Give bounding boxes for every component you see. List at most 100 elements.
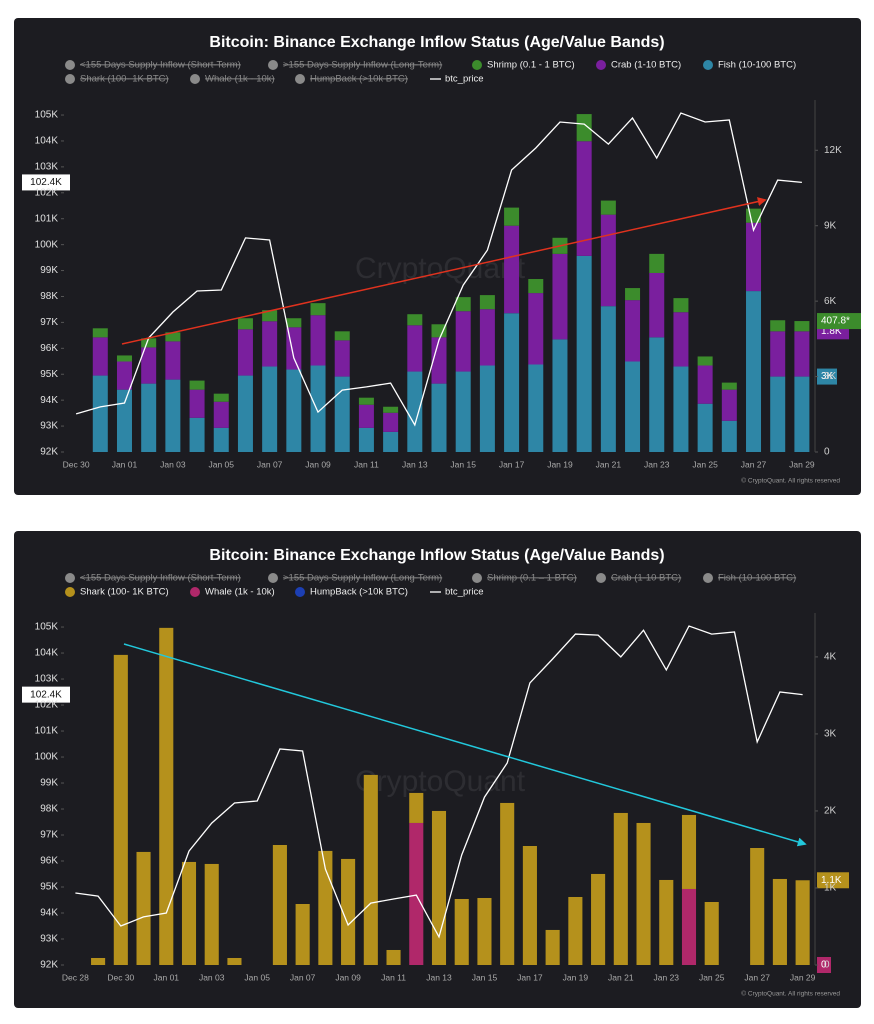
bar-segment xyxy=(358,427,374,452)
legend-label: Fish (10-100 BTC) xyxy=(718,573,796,584)
x-tick-label: Jan 17 xyxy=(499,459,525,469)
legend-dot xyxy=(596,60,606,70)
bar-segment xyxy=(91,957,106,965)
x-tick-label: Dec 30 xyxy=(63,459,90,469)
bar-segment xyxy=(213,401,229,428)
bar-segment xyxy=(383,412,399,432)
bar-segment xyxy=(334,376,350,452)
x-tick-label: Jan 19 xyxy=(563,972,589,982)
bar-segment xyxy=(504,225,520,314)
bar-segment xyxy=(794,331,810,377)
legend-label: >155 Days Supply Inflow (Long-Term) xyxy=(283,573,442,584)
x-tick-label: Jan 27 xyxy=(744,972,770,982)
y-tick-label: 101K xyxy=(35,726,59,737)
bar-segment xyxy=(431,810,447,965)
bar-segment xyxy=(237,318,253,330)
bar-segment xyxy=(770,376,786,452)
bar-segment xyxy=(721,382,737,390)
bar-segment xyxy=(431,337,447,384)
bar-segment xyxy=(636,822,651,965)
bar-segment xyxy=(673,298,689,313)
legend-label: >155 Days Supply Inflow (Long-Term) xyxy=(283,60,442,71)
x-tick-label: Jan 21 xyxy=(608,972,634,982)
value-badge xyxy=(817,957,831,973)
bar-segment xyxy=(310,303,326,316)
bar-segment xyxy=(237,329,253,376)
legend-label: HumpBack (>10k BTC) xyxy=(310,587,408,598)
x-tick-label: Jan 19 xyxy=(547,459,573,469)
bar-segment xyxy=(141,338,157,348)
bar-segment xyxy=(568,896,583,965)
bar-segment xyxy=(141,383,157,452)
bar-segment xyxy=(386,949,401,965)
bar-segment xyxy=(600,306,616,452)
bar-segment xyxy=(409,792,424,823)
bar-segment xyxy=(522,845,537,965)
value-badge-label: 407.8* xyxy=(821,316,850,327)
y-tick-label: 95K xyxy=(40,882,58,893)
bar-segment xyxy=(681,814,697,889)
x-tick-label: Jan 27 xyxy=(741,459,767,469)
legend-label: Whale (1k - 10k) xyxy=(205,587,275,598)
x-tick-label: Jan 13 xyxy=(426,972,452,982)
x-tick-label: Jan 29 xyxy=(790,972,816,982)
x-tick-label: Jan 03 xyxy=(199,972,225,982)
legend-label: Crab (1-10 BTC) xyxy=(611,60,681,71)
legend-label: Fish (10-100 BTC) xyxy=(718,60,796,71)
y-tick-label: 104K xyxy=(35,648,59,659)
bar-segment xyxy=(479,309,495,366)
bar-segment xyxy=(455,371,471,452)
legend-dot xyxy=(703,60,713,70)
legend-dot xyxy=(65,60,75,70)
y2-tick-label: 9K xyxy=(824,220,837,231)
bar-segment xyxy=(286,318,302,328)
y-tick-label: 93K xyxy=(40,934,58,945)
y-tick-label: 98K xyxy=(40,291,58,302)
bar-segment xyxy=(116,355,132,362)
y-tick-label: 98K xyxy=(40,804,58,815)
bar-segment xyxy=(772,878,787,965)
x-tick-label: Jan 17 xyxy=(517,972,543,982)
bar-segment xyxy=(649,337,665,452)
bar-segment xyxy=(576,114,592,142)
bar-segment xyxy=(213,393,229,402)
bar-segment xyxy=(407,371,423,452)
bar-segment xyxy=(409,822,424,965)
legend-label: Whale (1k - 10k) xyxy=(205,74,275,85)
bar-segment xyxy=(262,310,278,322)
bar-segment xyxy=(479,295,495,310)
bar-segment xyxy=(227,957,242,965)
copyright: © CryptoQuant. All rights reserved xyxy=(741,990,840,998)
bar-segment xyxy=(407,325,423,372)
x-tick-label: Jan 11 xyxy=(354,459,379,469)
price-line xyxy=(75,112,802,427)
bar-segment xyxy=(407,314,423,326)
bar-segment xyxy=(625,361,641,452)
x-tick-label: Jan 09 xyxy=(335,972,361,982)
y-tick-label: 97K xyxy=(40,830,58,841)
bar-segment xyxy=(141,347,157,384)
y-tick-label: 102K xyxy=(35,187,59,198)
y2-tick-label: 1K xyxy=(824,883,837,894)
chart-panel: CryptoQuant Bitcoin: Binance Exchange Inf… xyxy=(14,531,861,1008)
bar-segment xyxy=(673,366,689,452)
bar-segment xyxy=(681,888,697,965)
legend-dot xyxy=(295,587,305,597)
trend-arrow xyxy=(121,197,767,345)
bar-segment xyxy=(116,361,132,390)
bar-segment xyxy=(600,214,616,307)
bar-segment xyxy=(659,879,674,965)
bar-segment xyxy=(455,311,471,372)
bar-segment xyxy=(334,331,350,341)
bar-segment xyxy=(189,389,205,418)
legend-dot xyxy=(65,587,75,597)
y2-tick-label: 3K xyxy=(824,729,837,740)
bar-segment xyxy=(159,627,174,965)
y2-tick-label: 0 xyxy=(824,960,830,971)
y-tick-label: 104K xyxy=(35,136,59,147)
bar-segment xyxy=(673,312,689,367)
bar-segment xyxy=(770,320,786,332)
price-line xyxy=(75,625,803,939)
bar-segment xyxy=(358,404,374,428)
x-tick-label: Jan 29 xyxy=(789,459,815,469)
